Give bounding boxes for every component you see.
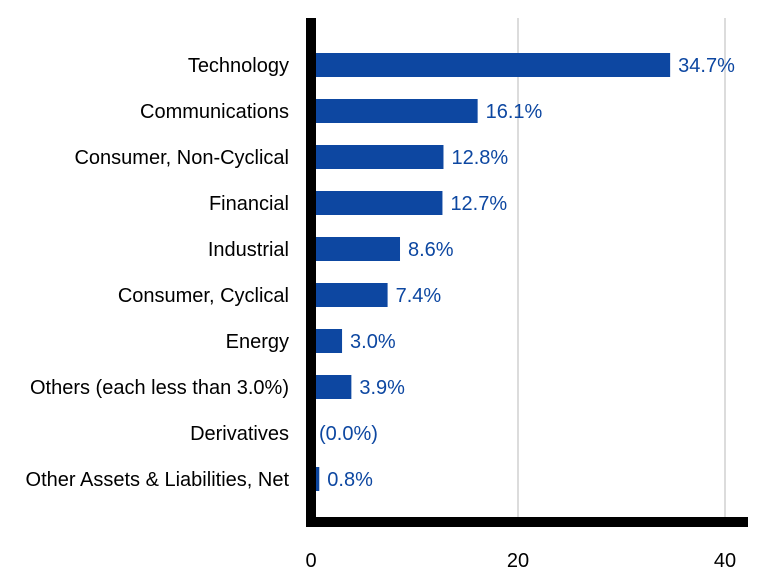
bar-1 <box>311 53 671 77</box>
value-labels: 34.7% 16.1% 12.8% 12.7% 8.6% 7.4% 3.0% 3.9% (0.0… <box>319 55 735 491</box>
x-tick-labels: 0 20 40 <box>305 550 736 572</box>
value-label: (0.0%) <box>319 423 378 445</box>
value-label: 34.7% <box>678 55 735 77</box>
category-label: Technology <box>188 55 289 77</box>
category-label: Consumer, Cyclical <box>118 285 289 307</box>
category-label: Others (each less than 3.0%) <box>30 377 289 399</box>
category-label: Financial <box>209 193 289 215</box>
value-label: 7.4% <box>396 285 442 307</box>
category-label: Other Assets & Liabilities, Net <box>26 469 290 491</box>
x-tick-label: 40 <box>714 550 736 572</box>
value-label: 16.1% <box>486 101 543 123</box>
category-label: Energy <box>226 331 289 353</box>
value-label: 8.6% <box>408 239 454 261</box>
y-axis-line <box>306 18 316 527</box>
bar-3 <box>311 145 444 169</box>
bar-2 <box>311 99 478 123</box>
axes <box>306 18 748 527</box>
bars <box>311 53 671 491</box>
x-tick-label: 0 <box>305 550 316 572</box>
bar-5 <box>311 237 401 261</box>
bar-7 <box>311 329 343 353</box>
category-label: Communications <box>140 101 289 123</box>
category-label: Industrial <box>208 239 289 261</box>
category-label: Consumer, Non-Cyclical <box>74 147 289 169</box>
value-label: 0.8% <box>327 469 373 491</box>
value-label: 12.8% <box>451 147 508 169</box>
value-label: 12.7% <box>450 193 507 215</box>
category-label: Derivatives <box>190 423 289 445</box>
bar-4 <box>311 191 443 215</box>
value-label: 3.0% <box>350 331 396 353</box>
bar-6 <box>311 283 388 307</box>
x-axis-line <box>306 517 748 527</box>
x-tick-label: 20 <box>507 550 529 572</box>
gridlines <box>517 18 726 522</box>
value-label: 3.9% <box>359 377 405 399</box>
bar-8 <box>311 375 352 399</box>
category-labels: Technology Communications Consumer, Non-Cy… <box>26 55 290 491</box>
